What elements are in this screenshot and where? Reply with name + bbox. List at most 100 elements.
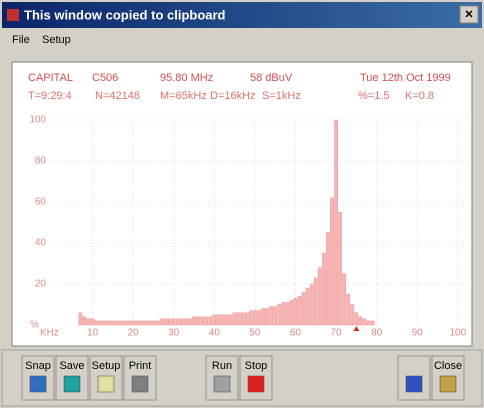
bar	[362, 318, 367, 326]
bar	[204, 316, 209, 326]
bar	[322, 253, 326, 326]
button-label[interactable]: Close	[434, 360, 462, 372]
bar	[277, 304, 282, 326]
menu-item[interactable]: File	[12, 34, 30, 46]
bar	[111, 320, 115, 326]
bar	[192, 316, 196, 326]
bar	[240, 312, 245, 326]
button-label[interactable]: Snap	[25, 360, 51, 372]
y-tick-label: 20	[35, 279, 47, 290]
bar	[350, 304, 355, 326]
bar	[232, 312, 237, 326]
x-tick-label: 60	[290, 328, 302, 339]
bar	[261, 308, 265, 326]
info-text: S=1kHz	[262, 90, 301, 102]
bar	[269, 306, 274, 326]
bar	[342, 273, 347, 326]
button-icon[interactable]	[439, 375, 457, 393]
bar	[248, 310, 253, 326]
title-bar	[2, 2, 482, 28]
bar	[135, 320, 140, 326]
button-label[interactable]: Print	[129, 360, 152, 372]
button-icon[interactable]	[213, 375, 231, 393]
button-icon[interactable]	[63, 375, 81, 393]
button-icon[interactable]	[97, 375, 115, 393]
bar	[212, 314, 217, 326]
chart-panel	[11, 61, 473, 347]
toolbar-button[interactable]	[239, 355, 273, 401]
bar	[163, 318, 168, 326]
bar	[293, 298, 298, 326]
bar	[123, 320, 127, 326]
x-tick-label: 40	[209, 328, 221, 339]
bar	[358, 316, 363, 326]
bar	[334, 119, 338, 326]
bar	[257, 310, 261, 326]
bar	[175, 318, 180, 326]
info-text: N=42148	[95, 90, 140, 102]
bar	[313, 277, 318, 326]
bar	[171, 318, 176, 326]
x-tick-label: 50	[249, 328, 261, 339]
bar	[265, 308, 269, 326]
bar	[253, 310, 257, 326]
toolbar-button[interactable]	[21, 355, 55, 401]
y-tick-label: 100	[29, 115, 46, 126]
y-axis-label: %	[30, 320, 39, 331]
bar	[346, 294, 351, 326]
bar	[281, 302, 286, 326]
bar	[106, 320, 111, 326]
bar	[90, 318, 95, 326]
bar	[285, 302, 290, 326]
button-icon[interactable]	[405, 375, 423, 393]
bar	[224, 314, 229, 326]
info-text: 95.80 MHz	[160, 72, 213, 84]
bar	[244, 312, 249, 326]
info-text: C506	[92, 72, 118, 84]
bar	[338, 212, 343, 326]
bar	[94, 320, 99, 326]
x-tick-label: 90	[412, 328, 424, 339]
bar	[220, 314, 225, 326]
button-label[interactable]: Save	[59, 360, 84, 372]
button-label[interactable]: Run	[212, 360, 232, 372]
bar	[139, 320, 144, 326]
bar	[289, 300, 294, 326]
bar	[102, 320, 107, 326]
bar	[366, 320, 371, 326]
bar	[143, 320, 148, 326]
y-tick-label: 60	[35, 197, 47, 208]
bar	[208, 316, 213, 326]
button-icon[interactable]	[131, 375, 149, 393]
x-tick-label: 100	[449, 328, 466, 339]
close-button[interactable]	[459, 5, 479, 24]
close-glyph[interactable]: ×	[465, 6, 473, 22]
button-icon[interactable]	[29, 375, 47, 393]
info-text: D=16kHz	[210, 90, 256, 102]
bar	[167, 318, 172, 326]
bar	[326, 232, 330, 326]
bar	[370, 320, 375, 326]
bar	[216, 314, 221, 326]
bar	[131, 320, 136, 326]
menu-item[interactable]: Setup	[42, 34, 71, 46]
info-text: T=9:29:4	[28, 90, 72, 102]
app-icon	[7, 9, 19, 21]
bar	[147, 320, 152, 326]
window-title: This window copied to clipboard	[24, 7, 226, 22]
bar	[317, 267, 322, 326]
bar	[159, 318, 164, 326]
button-label[interactable]: Setup	[92, 360, 121, 372]
info-text: CAPITAL	[28, 72, 73, 84]
bar	[98, 320, 103, 326]
button-icon[interactable]	[247, 375, 265, 393]
x-axis-label: KHz	[40, 328, 59, 339]
info-text: 58 dBuV	[250, 72, 293, 84]
bar	[330, 197, 334, 326]
x-tick-label: 10	[87, 328, 99, 339]
bar	[179, 318, 184, 326]
button-label[interactable]: Stop	[245, 360, 268, 372]
info-text: %=1.5	[358, 90, 390, 102]
info-text: M=65kHz	[160, 90, 207, 102]
